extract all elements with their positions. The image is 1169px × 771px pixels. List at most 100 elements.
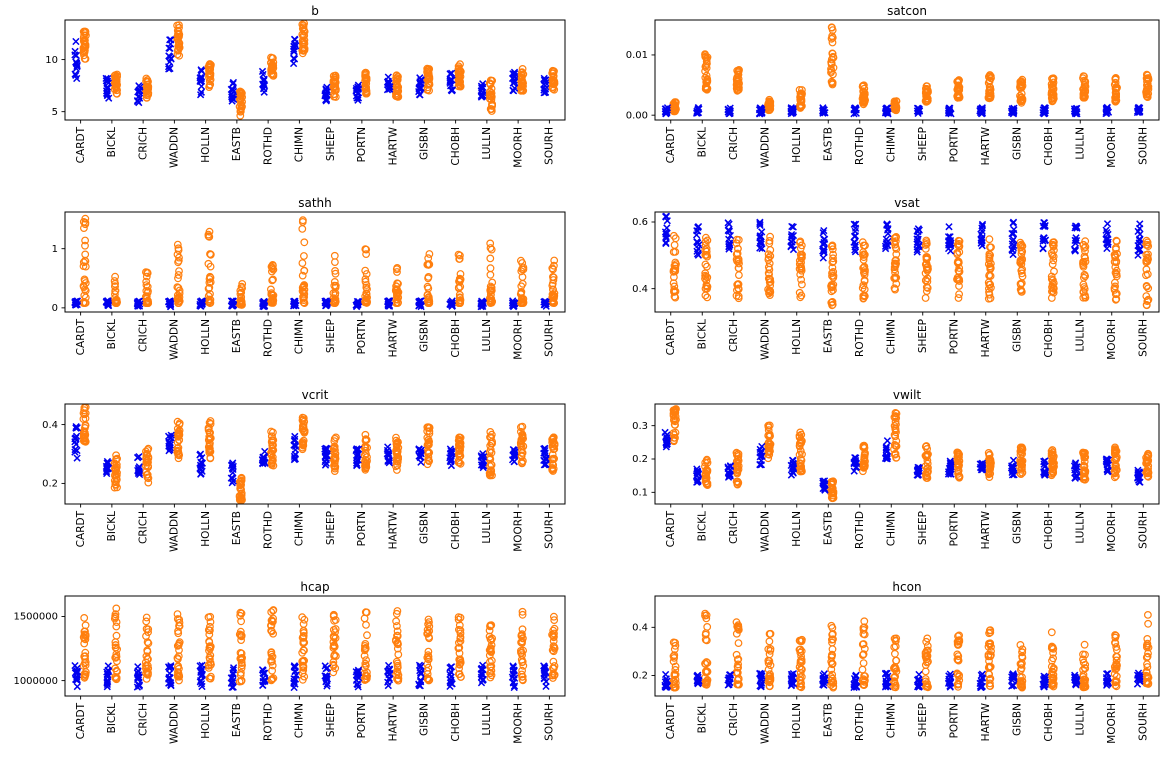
blue-marker	[479, 456, 488, 464]
orange-marker	[923, 658, 931, 667]
blue-marker	[167, 681, 175, 689]
orange-marker	[112, 618, 121, 626]
orange-marker	[732, 291, 741, 300]
blue-marker	[820, 480, 828, 488]
orange-marker	[237, 631, 246, 639]
x-tick-label: LULLN	[1075, 511, 1087, 544]
orange-marker	[891, 105, 899, 114]
blue-marker	[290, 683, 298, 692]
x-tick-label: MOORH	[512, 511, 524, 552]
blue-marker	[323, 676, 331, 684]
x-tick-label: GISBN	[419, 319, 431, 352]
orange-marker	[1016, 450, 1025, 459]
blue-marker	[136, 83, 144, 91]
blue-marker	[693, 465, 701, 473]
orange-marker	[701, 250, 710, 259]
orange-marker	[330, 296, 339, 305]
orange-marker	[1142, 668, 1151, 677]
orange-marker	[1017, 240, 1026, 249]
orange-marker	[206, 434, 215, 442]
orange-marker	[703, 76, 712, 85]
x-axis: CARDT BICKL CRICH WADDN HOLLN EASTB ROTHD CHIMN…	[75, 312, 556, 360]
orange-marker	[859, 92, 868, 101]
orange-marker	[1048, 83, 1057, 91]
orange-marker	[1111, 631, 1119, 639]
orange-marker	[425, 65, 434, 73]
orange-marker	[237, 676, 246, 685]
orange-marker	[456, 439, 465, 447]
orange-marker	[1142, 256, 1151, 265]
blue-marker	[789, 463, 797, 471]
x-tick-label: HARTW	[980, 510, 992, 549]
x-tick-label: BICKL	[106, 319, 118, 350]
orange-marker	[548, 293, 557, 302]
blue-marker	[820, 248, 828, 257]
blue-marker	[290, 663, 298, 671]
orange-marker	[300, 238, 309, 247]
blue-marker	[477, 452, 485, 460]
blue-marker	[915, 241, 923, 249]
blue-marker	[384, 78, 392, 87]
orange-marker	[766, 646, 775, 655]
orange-marker	[144, 655, 152, 664]
blue-marker	[757, 107, 765, 115]
orange-marker	[549, 443, 558, 451]
orange-marker	[299, 657, 308, 666]
x-tick-label: CHOBH	[1043, 319, 1055, 358]
y-axis: 0.20.4	[632, 623, 655, 682]
orange-marker	[671, 293, 680, 302]
orange-marker	[361, 72, 370, 80]
orange-marker	[423, 674, 432, 683]
orange-marker	[1048, 446, 1057, 454]
orange-marker	[955, 267, 964, 276]
blue-marker	[73, 446, 81, 455]
orange-marker	[703, 293, 712, 302]
orange-marker	[797, 683, 806, 692]
blue-marker	[851, 246, 859, 254]
orange-marker	[298, 445, 307, 454]
orange-marker	[175, 51, 184, 60]
x-tick-label: WADDN	[169, 127, 181, 168]
blue-marker	[166, 445, 174, 454]
orange-marker	[859, 459, 868, 468]
blue-marker	[882, 444, 890, 452]
y-tick-label: 0.4	[632, 284, 648, 295]
orange-marker	[702, 611, 711, 620]
orange-marker	[331, 266, 340, 275]
blue-marker	[258, 666, 267, 674]
x-tick-label: MOORH	[1106, 511, 1118, 552]
orange-marker	[548, 290, 557, 299]
orange-marker	[733, 244, 742, 253]
y-tick-label: 0.3	[632, 421, 648, 432]
orange-marker	[142, 294, 151, 303]
orange-marker	[455, 458, 464, 467]
orange-marker	[890, 284, 899, 293]
x-tick-label: PORTN	[949, 127, 961, 162]
orange-marker	[670, 683, 678, 692]
orange-marker	[299, 620, 308, 628]
blue-marker	[851, 456, 860, 465]
orange-marker	[1080, 664, 1089, 672]
orange-marker	[486, 470, 495, 479]
orange-marker	[1048, 260, 1057, 269]
x-tick-label: HOLLN	[791, 127, 803, 163]
blue-marker	[73, 424, 81, 432]
orange-marker	[486, 244, 495, 252]
plot-title-hcap: hcap	[300, 580, 330, 594]
plot-title-hcon: hcon	[892, 580, 922, 594]
x-tick-label: CHOBH	[450, 127, 462, 166]
orange-marker	[362, 281, 371, 289]
orange-marker	[955, 473, 964, 482]
orange-marker	[1143, 451, 1152, 460]
blue-marker	[789, 456, 797, 465]
orange-marker	[828, 38, 837, 47]
blue-marker	[663, 435, 671, 444]
blue-marker	[167, 54, 175, 63]
x-tick-label: WADDN	[760, 319, 772, 360]
blue-marker	[447, 663, 456, 671]
orange-series	[79, 604, 559, 686]
orange-marker	[300, 281, 308, 290]
orange-marker	[392, 462, 400, 471]
orange-marker	[111, 641, 120, 649]
blue-marker	[103, 299, 111, 307]
